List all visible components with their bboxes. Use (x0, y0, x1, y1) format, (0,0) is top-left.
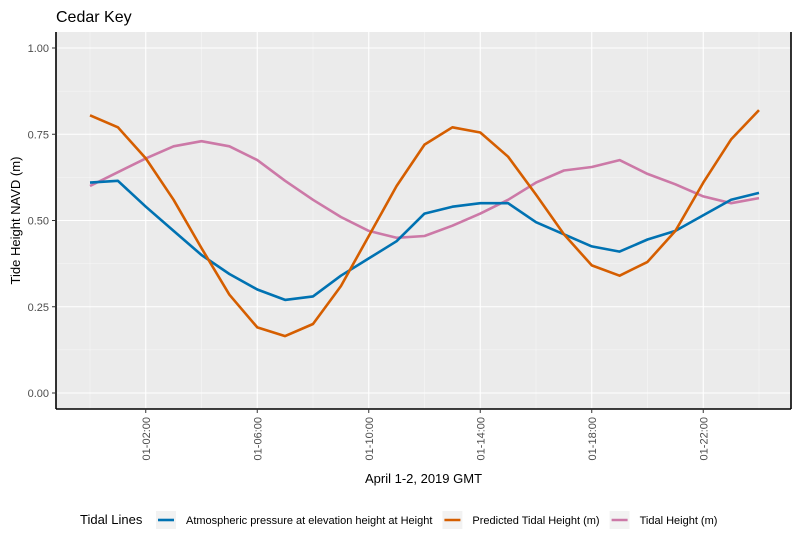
x-tick-label: 01-18:00 (587, 417, 599, 460)
y-tick-label: 0.00 (28, 388, 49, 400)
major-gridlines (56, 32, 791, 409)
legend-label-3: Tidal Height (m) (640, 515, 718, 527)
series-line-2 (89, 109, 760, 338)
x-tick-label: 01-14:00 (475, 417, 487, 460)
x-axis-ticks: 01-02:00 01-06:00 01-10:00 01-14:00 01-18:00… (141, 409, 710, 460)
legend: Tidal Lines Atmospheric pressure at elev… (80, 511, 717, 529)
x-tick-label: 01-10:00 (364, 417, 376, 460)
x-tick-label: 01-02:00 (141, 417, 153, 460)
y-tick-label: 1.00 (28, 43, 49, 55)
legend-label-2: Predicted Tidal Height (m) (472, 515, 599, 527)
legend-label-1: Atmospheric pressure at elevation height… (186, 515, 432, 527)
x-tick-label: 01-22:00 (698, 417, 710, 460)
y-axis-title: Tide Height NAVD (m) (8, 157, 23, 285)
legend-title: Tidal Lines (80, 512, 143, 527)
y-tick-label: 0.25 (28, 302, 49, 314)
legend-items: Atmospheric pressure at elevation height… (156, 511, 717, 529)
y-tick-label: 0.75 (28, 129, 49, 141)
series-line-1 (89, 179, 760, 302)
x-tick-label: 01-06:00 (252, 417, 264, 460)
x-axis-title: April 1-2, 2019 GMT (365, 471, 482, 486)
series-line-3 (89, 139, 760, 240)
chart-title: Cedar Key (56, 9, 132, 26)
series-lines (89, 109, 760, 338)
y-axis-ticks: 0.00 0.25 0.50 0.75 1.00 (28, 43, 56, 400)
y-tick-label: 0.50 (28, 216, 49, 228)
